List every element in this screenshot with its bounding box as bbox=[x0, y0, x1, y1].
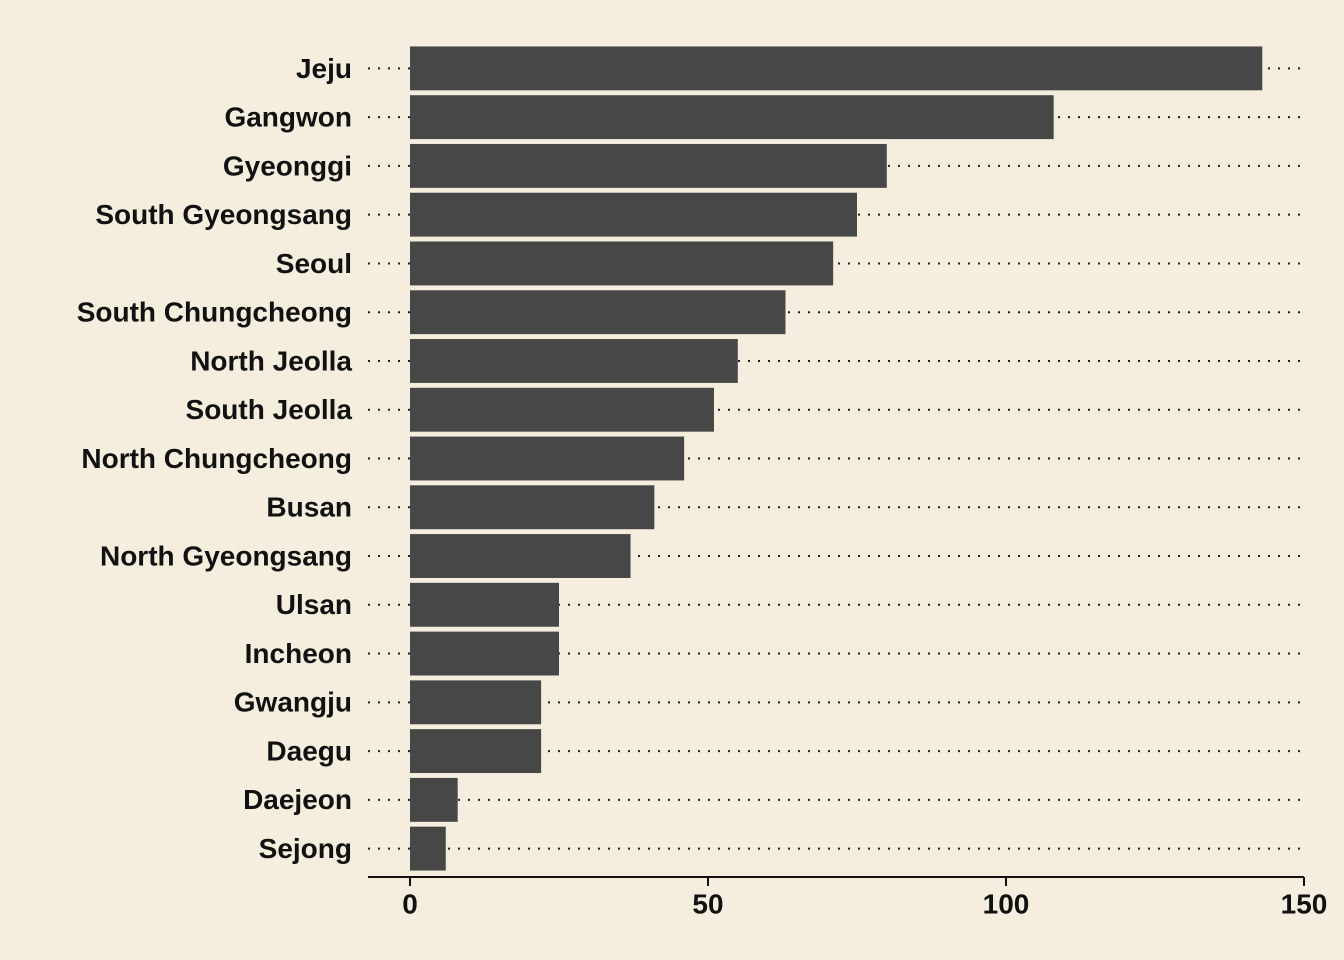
bar bbox=[410, 777, 458, 822]
y-tick-label: Gyeonggi bbox=[223, 150, 352, 181]
bar bbox=[410, 143, 887, 188]
y-tick-label: North Chungcheong bbox=[81, 443, 352, 474]
bar bbox=[410, 95, 1054, 140]
y-tick-label: South Jeolla bbox=[186, 394, 353, 425]
bar bbox=[410, 436, 685, 481]
bar bbox=[410, 339, 738, 383]
bar bbox=[410, 729, 542, 774]
y-tick-label: North Gyeongsang bbox=[100, 540, 352, 571]
x-tick-label: 0 bbox=[402, 888, 418, 919]
y-tick-label: Jeju bbox=[296, 53, 352, 84]
bar bbox=[410, 290, 786, 335]
y-tick-label: Daegu bbox=[266, 735, 352, 766]
y-tick-label: South Gyeongsang bbox=[95, 199, 352, 230]
bar bbox=[410, 582, 559, 627]
y-tick-label: Busan bbox=[266, 492, 352, 523]
x-tick-label: 100 bbox=[983, 888, 1030, 919]
bar bbox=[410, 192, 857, 237]
bar bbox=[410, 680, 542, 725]
x-tick-label: 150 bbox=[1281, 888, 1328, 919]
y-tick-label: Seoul bbox=[276, 248, 352, 279]
y-tick-label: Gwangju bbox=[234, 687, 352, 718]
bar bbox=[410, 826, 446, 871]
y-tick-label: Daejeon bbox=[243, 784, 352, 815]
x-tick-label: 50 bbox=[692, 888, 723, 919]
y-tick-label: South Chungcheong bbox=[77, 297, 352, 328]
y-tick-label: Incheon bbox=[245, 638, 352, 669]
bar bbox=[410, 387, 714, 432]
y-tick-label: North Jeolla bbox=[190, 345, 352, 376]
y-tick-label: Sejong bbox=[259, 833, 352, 864]
bar bbox=[410, 241, 834, 286]
y-tick-label: Gangwon bbox=[224, 102, 352, 133]
bar bbox=[410, 631, 559, 676]
y-tick-label: Ulsan bbox=[276, 589, 352, 620]
bar bbox=[410, 46, 1263, 91]
bar bbox=[410, 534, 631, 578]
bar bbox=[410, 485, 655, 530]
